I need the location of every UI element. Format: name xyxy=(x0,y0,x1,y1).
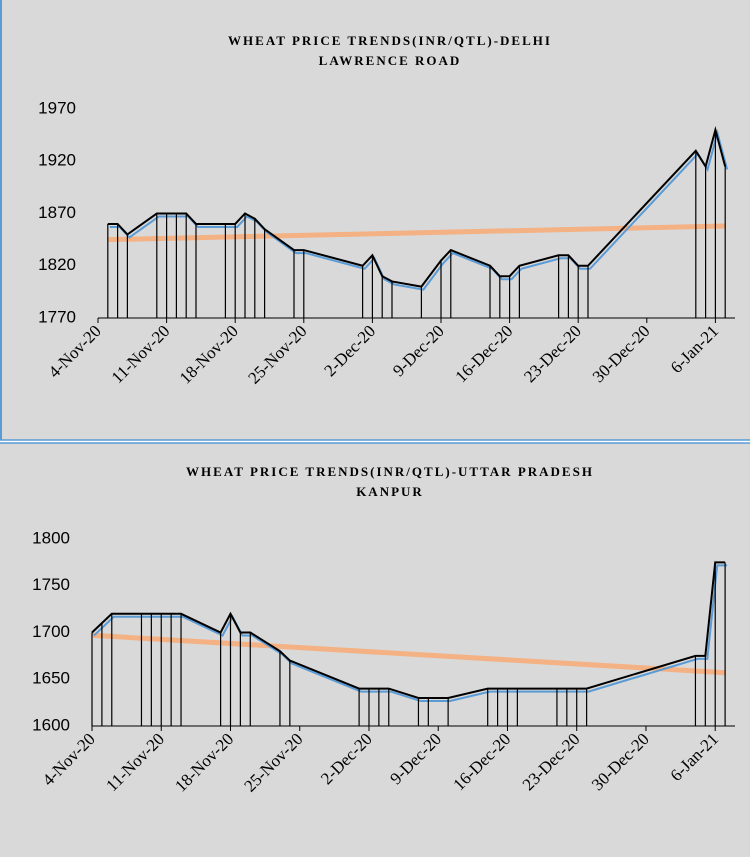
y-tick-label: 1700 xyxy=(32,622,70,641)
y-tick-label: 1820 xyxy=(38,255,76,274)
y-tick-label: 1750 xyxy=(32,575,70,594)
panel xyxy=(0,0,750,440)
y-tick-label: 1920 xyxy=(38,151,76,170)
y-tick-label: 1970 xyxy=(38,98,76,117)
series-line xyxy=(91,561,726,699)
chart-title: WHEAT PRICE TRENDS(INR/QTL)-UTTAR PRADES… xyxy=(186,464,594,479)
y-tick-label: 1650 xyxy=(32,669,70,688)
trend-line xyxy=(91,632,726,676)
chart-title: LAWRENCE ROAD xyxy=(319,53,462,68)
chart-title: WHEAT PRICE TRENDS(INR/QTL)-DELHI xyxy=(228,33,552,48)
y-tick-label: 1800 xyxy=(32,528,70,547)
y-tick-label: 1770 xyxy=(38,307,76,326)
y-tick-label: 1600 xyxy=(32,715,70,734)
y-tick-label: 1870 xyxy=(38,203,76,222)
series-line xyxy=(107,126,727,288)
series-shadow xyxy=(93,564,728,702)
chart-title: KANPUR xyxy=(356,484,424,499)
